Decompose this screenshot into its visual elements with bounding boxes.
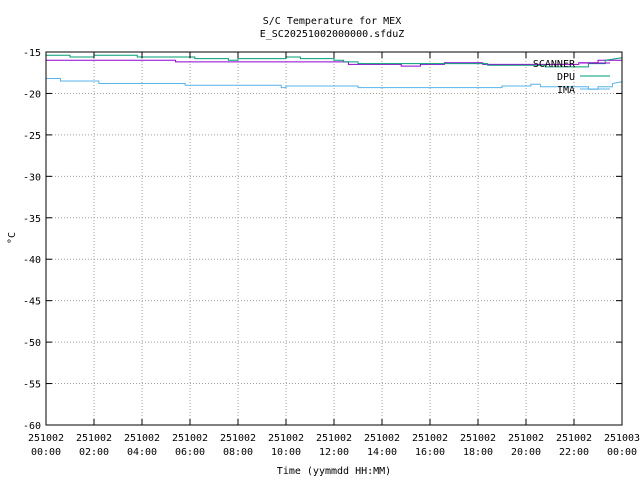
y-axis-label: °C: [7, 232, 18, 244]
y-tick-label: -20: [23, 89, 41, 100]
series-line-scanner: [46, 59, 622, 67]
legend-label-dpu: DPU: [557, 72, 575, 83]
x-tick-time: 00:00: [31, 447, 61, 458]
x-tick-date: 251002: [460, 433, 496, 444]
x-tick-time: 16:00: [415, 447, 445, 458]
legend-label-scanner: SCANNER: [533, 59, 576, 70]
x-tick-time: 08:00: [223, 447, 253, 458]
x-axis: 251002 00:00 251002 02:00 251002 04:00 251002 0…: [28, 52, 640, 458]
x-tick-date: 251002: [364, 433, 400, 444]
x-tick-date: 251002: [124, 433, 160, 444]
y-tick-label: -30: [23, 172, 41, 183]
y-tick-label: -40: [23, 255, 41, 266]
x-tick-time: 20:00: [511, 447, 541, 458]
x-tick-date: 251002: [172, 433, 208, 444]
y-tick-label: -45: [23, 297, 41, 308]
series-line-dpu: [46, 54, 623, 68]
legend-label-ima: IMA: [557, 85, 575, 96]
x-axis-label: Time (yymmdd HH:MM): [277, 466, 391, 477]
x-tick-time: 22:00: [559, 447, 589, 458]
chart-subtitle: E_SC20251002000000.sfduZ: [260, 29, 405, 40]
legend: SCANNER DPU IMA: [533, 59, 610, 96]
x-tick-date: 251002: [268, 433, 304, 444]
chart-title: S/C Temperature for MEX: [263, 16, 401, 27]
x-tick-date: 251003: [604, 433, 640, 444]
series-line-ima: [46, 78, 623, 90]
x-tick-time: 06:00: [175, 447, 205, 458]
x-tick-time: 12:00: [319, 447, 349, 458]
y-tick-label: -55: [23, 380, 41, 391]
y-tick-label: -15: [23, 48, 41, 59]
x-tick-date: 251002: [556, 433, 592, 444]
x-tick-time: 14:00: [367, 447, 397, 458]
grid: [45, 51, 623, 426]
x-tick-date: 251002: [316, 433, 352, 444]
x-tick-date: 251002: [76, 433, 112, 444]
x-tick-date: 251002: [412, 433, 448, 444]
y-tick-label: -50: [23, 338, 41, 349]
y-tick-label: -35: [23, 214, 41, 225]
x-tick-date: 251002: [508, 433, 544, 444]
x-tick-date: 251002: [28, 433, 64, 444]
y-axis: -15 -20 -25 -30 -35 -40 -45 -50 -55 -60: [23, 48, 622, 432]
y-tick-label: -25: [23, 131, 41, 142]
x-tick-time: 04:00: [127, 447, 157, 458]
x-tick-date: 251002: [220, 433, 256, 444]
x-tick-time: 18:00: [463, 447, 493, 458]
y-tick-label: -60: [23, 421, 41, 432]
x-tick-time: 10:00: [271, 447, 301, 458]
x-tick-time: 00:00: [607, 447, 637, 458]
x-tick-time: 02:00: [79, 447, 109, 458]
